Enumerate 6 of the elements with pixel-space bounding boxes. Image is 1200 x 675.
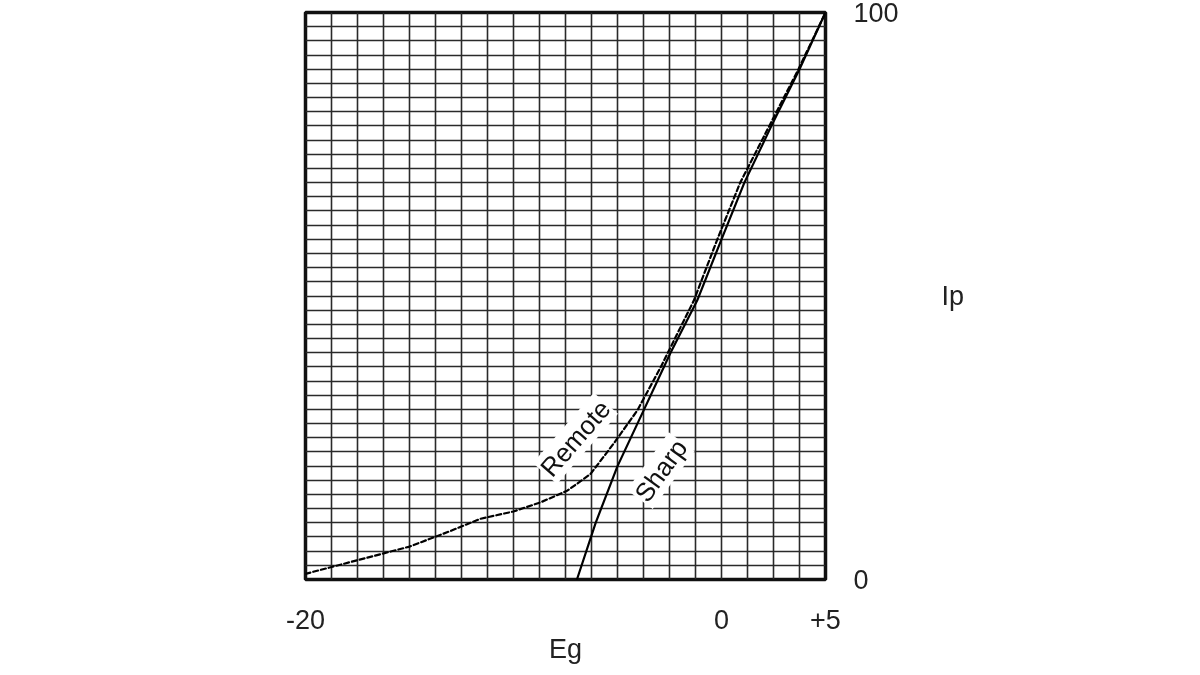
- x-tick-label: 0: [713, 604, 730, 635]
- x-axis-title: Eg: [548, 633, 583, 664]
- x-tick-label: -20: [285, 604, 326, 635]
- y-axis-title: Ip: [941, 281, 965, 311]
- y-tick-label: 100: [853, 0, 899, 28]
- x-tick-label: +5: [810, 604, 841, 635]
